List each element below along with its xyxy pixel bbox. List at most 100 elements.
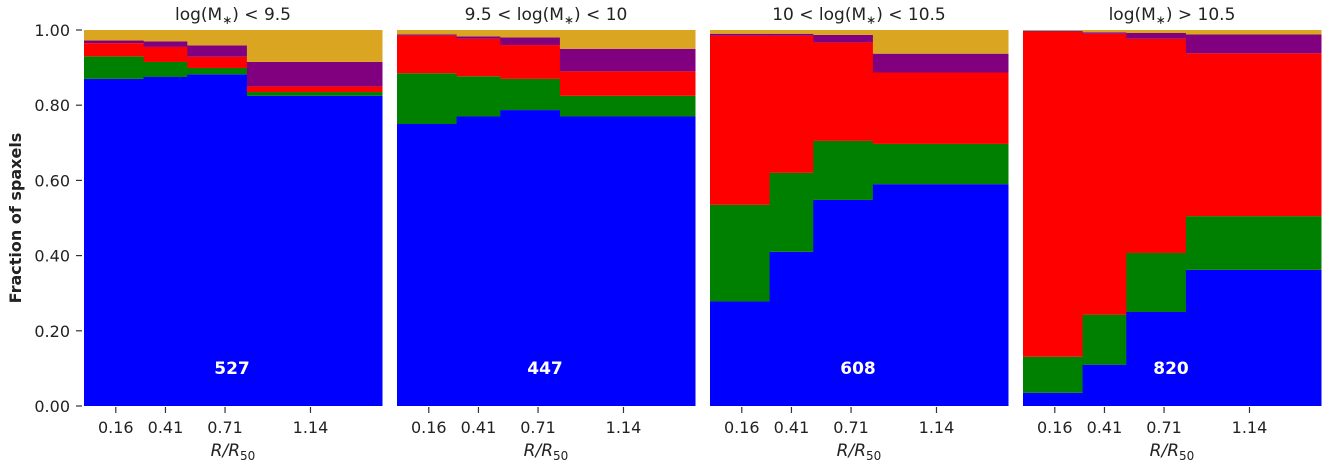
bar-segment — [813, 140, 874, 200]
panel-2: 0.16 0.41 0.71 1.14 R/R50 9.5 < log(M∗) < 10 4… — [397, 5, 696, 463]
bar-segment — [456, 116, 501, 406]
bar-segment — [84, 56, 145, 79]
bar-segment — [187, 30, 248, 46]
panels: 0.16 0.41 0.71 1.14 R/R50 log(M∗) < 9.5 527 0.1… — [84, 5, 1322, 463]
bar-segment — [559, 30, 696, 49]
x-tick-label: 1.14 — [606, 418, 642, 437]
panel-count-label: 527 — [214, 359, 250, 379]
bar-segment — [397, 34, 458, 36]
bar-segment — [813, 199, 874, 406]
bar-segment — [84, 43, 145, 57]
bar-segment — [84, 40, 145, 44]
y-axis: 0.00 0.20 0.40 0.60 0.80 1.00 — [34, 21, 82, 416]
bar-segment — [1126, 38, 1187, 253]
panel-title: 10 < log(M∗) < 10.5 — [772, 5, 946, 27]
bar-segment — [769, 33, 814, 36]
bar-segment — [187, 45, 248, 57]
x-tick-label: 0.16 — [724, 418, 760, 437]
panel-4: 0.16 0.41 0.71 1.14 R/R50 log(M∗) > 10.5 820 — [1023, 5, 1322, 463]
bar-segment — [872, 72, 1009, 144]
x-axis-label: R/R50 — [211, 441, 256, 463]
panel-count-label: 447 — [527, 359, 563, 379]
y-tick-label: 0.40 — [34, 247, 70, 266]
bar-segment — [1126, 252, 1187, 312]
x-tick-label: 1.14 — [293, 418, 329, 437]
bar-segment — [1023, 30, 1084, 31]
bar-segment — [500, 45, 561, 79]
bar-segment — [710, 35, 771, 205]
bar-segment — [84, 78, 145, 406]
x-axis-label: R/R50 — [837, 441, 882, 463]
bar-segment — [769, 251, 814, 406]
bar-segment — [456, 30, 501, 37]
bar-segment — [559, 71, 696, 96]
bar-segment — [1023, 356, 1084, 393]
bar-segment — [1185, 269, 1322, 406]
panel-title: log(M∗) > 10.5 — [1109, 5, 1236, 27]
bar-segment — [769, 172, 814, 252]
x-tick-label: 1.14 — [1232, 418, 1268, 437]
bar-segment — [710, 33, 771, 36]
bar-segment — [187, 74, 248, 407]
bar-segment — [813, 30, 874, 35]
x-axis-label: R/R50 — [1150, 441, 1195, 463]
y-tick-label: 0.80 — [34, 96, 70, 115]
bar-segment — [559, 48, 696, 72]
bar-segment — [143, 41, 188, 47]
bar-segment — [813, 34, 874, 43]
bar-segment — [84, 30, 145, 41]
bar-segment — [813, 42, 874, 141]
x-tick-label: 0.71 — [520, 418, 556, 437]
x-tick-label: 0.16 — [98, 418, 134, 437]
x-tick-label: 0.41 — [1087, 418, 1123, 437]
y-tick-label: 0.00 — [34, 397, 70, 416]
bar-segment — [710, 204, 771, 302]
x-tick-label: 1.14 — [919, 418, 955, 437]
bar-segment — [143, 77, 188, 406]
bar-segment — [456, 76, 501, 117]
bar-segment — [872, 53, 1009, 73]
bar-segment — [1126, 30, 1187, 34]
x-tick-label: 0.41 — [774, 418, 810, 437]
bar-segment — [456, 38, 501, 77]
bar-segment — [246, 86, 383, 93]
bar-segment — [769, 35, 814, 173]
panel-count-label: 608 — [840, 359, 876, 379]
bar-segment — [397, 124, 458, 406]
bar-segment — [1082, 30, 1127, 33]
bar-segment — [559, 95, 696, 117]
bar-segment — [1126, 33, 1187, 39]
bar-segment — [187, 67, 248, 75]
bar-segment — [456, 36, 501, 39]
bar-segment — [710, 30, 771, 34]
x-tick-label: 0.71 — [833, 418, 869, 437]
y-axis-label: Fraction of spaxels — [6, 133, 25, 304]
bar-segment — [1023, 31, 1084, 357]
y-tick-label: 1.00 — [34, 21, 70, 40]
x-tick-label: 0.16 — [1037, 418, 1073, 437]
bar-segment — [246, 95, 383, 407]
bar-segment — [1082, 33, 1127, 315]
x-tick-label: 0.41 — [461, 418, 497, 437]
bar-segment — [187, 56, 248, 68]
bar-segment — [1126, 312, 1187, 406]
bar-segment — [500, 110, 561, 406]
bar-segment — [246, 30, 383, 62]
bar-segment — [143, 46, 188, 62]
y-tick-label: 0.60 — [34, 171, 70, 190]
bar-segment — [872, 30, 1009, 54]
panel-3: 0.16 0.41 0.71 1.14 R/R50 10 < log(M∗) < 10.5… — [710, 5, 1009, 463]
bar-segment — [1185, 216, 1322, 270]
bar-segment — [397, 73, 458, 124]
panel-title: log(M∗) < 9.5 — [175, 5, 291, 27]
x-tick-label: 0.16 — [411, 418, 447, 437]
bar-segment — [500, 78, 561, 111]
bar-segment — [397, 30, 458, 35]
x-axis-label: R/R50 — [524, 441, 569, 463]
bar-segment — [1185, 34, 1322, 54]
panel-1: 0.16 0.41 0.71 1.14 R/R50 log(M∗) < 9.5 527 — [84, 5, 383, 463]
bar-segment — [246, 92, 383, 96]
bar-segment — [1185, 53, 1322, 217]
bar-segment — [1023, 392, 1084, 406]
